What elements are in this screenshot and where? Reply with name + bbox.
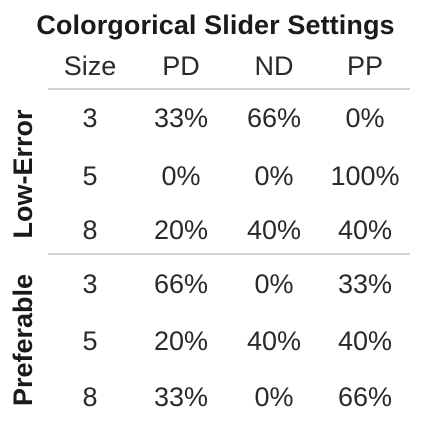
table-cell: 8 <box>82 215 98 245</box>
table-cell: 40% <box>246 326 302 356</box>
table-title: Colorgorical Slider Settings <box>36 10 395 40</box>
table-cell: 0% <box>254 269 294 299</box>
header-divider <box>48 88 410 90</box>
column-header-pp: PP <box>346 51 384 81</box>
table-cell: 66% <box>337 382 393 412</box>
table-cell: 33% <box>153 103 209 133</box>
table-cell: 40% <box>246 215 302 245</box>
table-cell: 100% <box>330 161 400 191</box>
table-cell: 0% <box>345 103 385 133</box>
table-cell: 40% <box>337 326 393 356</box>
table-cell: 33% <box>337 269 393 299</box>
table-cell: 66% <box>246 103 302 133</box>
table-cell: 3 <box>82 269 98 299</box>
group-divider <box>48 253 410 255</box>
table-cell: 66% <box>153 269 209 299</box>
table-cell: 0% <box>254 161 294 191</box>
table-cell: 5 <box>82 161 98 191</box>
table-cell: 20% <box>153 215 209 245</box>
table-cell: 20% <box>153 326 209 356</box>
group-label-low-error: Low-Error <box>8 109 38 239</box>
column-header-nd: ND <box>254 51 294 81</box>
group-label-preferable: Preferable <box>8 273 38 407</box>
table-cell: 0% <box>161 161 201 191</box>
table-cell: 40% <box>337 215 393 245</box>
table-cell: 5 <box>82 326 98 356</box>
column-header-size: Size <box>63 51 117 81</box>
table-cell: 0% <box>254 382 294 412</box>
column-header-pd: PD <box>162 51 200 81</box>
table-cell: 3 <box>82 103 98 133</box>
table-cell: 8 <box>82 382 98 412</box>
table-cell: 33% <box>153 382 209 412</box>
